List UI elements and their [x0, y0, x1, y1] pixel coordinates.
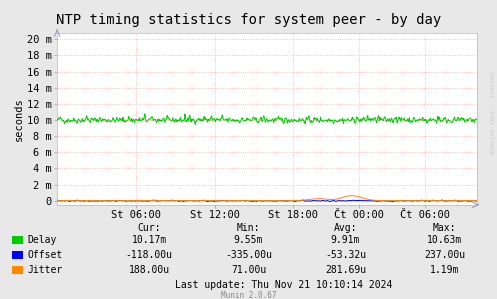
Text: -53.32u: -53.32u [325, 250, 366, 260]
Text: Cur:: Cur: [137, 223, 161, 233]
Text: Jitter: Jitter [27, 265, 63, 275]
Y-axis label: seconds: seconds [14, 97, 24, 141]
Text: Avg:: Avg: [333, 223, 357, 233]
Text: NTP timing statistics for system peer - by day: NTP timing statistics for system peer - … [56, 13, 441, 28]
Text: 237.00u: 237.00u [424, 250, 465, 260]
Text: 1.19m: 1.19m [430, 265, 460, 275]
Text: 188.00u: 188.00u [129, 265, 169, 275]
Text: Last update: Thu Nov 21 10:10:14 2024: Last update: Thu Nov 21 10:10:14 2024 [174, 280, 392, 290]
Text: 10.17m: 10.17m [132, 235, 166, 245]
Text: -335.00u: -335.00u [225, 250, 272, 260]
Text: 10.63m: 10.63m [427, 235, 462, 245]
Text: -118.00u: -118.00u [126, 250, 172, 260]
Text: 71.00u: 71.00u [231, 265, 266, 275]
Text: Munin 2.0.67: Munin 2.0.67 [221, 291, 276, 299]
Text: 9.55m: 9.55m [234, 235, 263, 245]
Text: 9.91m: 9.91m [331, 235, 360, 245]
Text: RRDTOOL / TOBI OETIKER: RRDTOOL / TOBI OETIKER [489, 72, 494, 155]
Text: Min:: Min: [237, 223, 260, 233]
Text: 281.69u: 281.69u [325, 265, 366, 275]
Text: Max:: Max: [433, 223, 457, 233]
Text: Offset: Offset [27, 250, 63, 260]
Text: Delay: Delay [27, 235, 57, 245]
